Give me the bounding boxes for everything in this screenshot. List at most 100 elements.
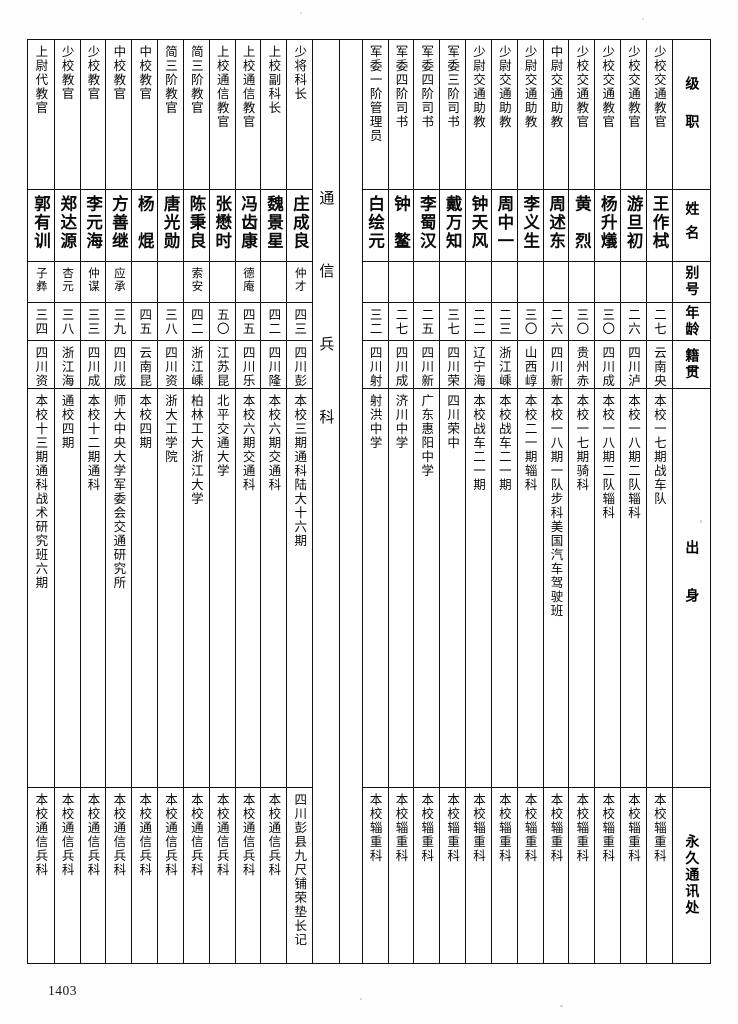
cell-name: 王作栻 — [646, 190, 672, 262]
table-column: 中校教官 方善继 应承 三九 四川成都 师大中央大学军委会交通研究所 本校通信兵… — [105, 40, 132, 963]
name-text: 魏景星 — [264, 194, 284, 251]
table-column: 少校交通教官 杨升燨 三〇 四川成都 本校一八期二队辎科 本校辎重科 — [594, 40, 621, 963]
cell-origin: 北平交通大学 — [209, 389, 235, 789]
rank-text: 简三阶教官 — [188, 45, 204, 115]
cell-origin: 师大中央大学军委会交通研究所 — [106, 389, 132, 789]
rank-text: 少尉交通助教 — [496, 45, 512, 129]
rank-text: 上校通信教官 — [240, 45, 256, 129]
cell-address: 本校辎重科 — [414, 788, 439, 963]
cell-age: 二七 — [646, 303, 672, 342]
cell-name: 陈秉良 — [183, 190, 209, 262]
age-text: 三八 — [59, 308, 75, 337]
cell-age: 三〇 — [595, 303, 621, 342]
origin-text: 本校一八期一队步科美国汽车驾驶班 — [548, 394, 564, 619]
row-header-origin-label: 出身 — [683, 540, 700, 637]
origin-text: 本校一八期二队辎科 — [600, 394, 616, 521]
address-text: 本校通信兵科 — [266, 793, 282, 878]
rank-text: 少校交通教官 — [600, 45, 616, 129]
native-place-text: 辽宁海城 — [470, 346, 486, 390]
cell-address: 本校通信兵科 — [28, 788, 54, 963]
origin-text: 通校四期 — [59, 394, 75, 451]
address-text: 本校辎重科 — [419, 793, 435, 864]
cell-origin: 本校十二期通科 — [80, 389, 106, 789]
cell-native-place: 四川成都 — [388, 341, 414, 390]
age-text: 二六 — [626, 308, 642, 337]
rank-text: 军委四阶司书 — [419, 45, 435, 129]
rank-text: 简三阶教官 — [163, 45, 179, 115]
origin-text: 本校六期交通科 — [266, 394, 282, 493]
cell-age: 三七 — [440, 303, 466, 342]
cell-native-place: 山西崞县 — [517, 341, 543, 390]
name-text: 郭有训 — [31, 194, 51, 251]
name-text: 唐光勋 — [161, 194, 181, 251]
name-text: 杨 焜 — [135, 194, 155, 251]
age-text: 二三 — [496, 308, 512, 337]
row-header-rank-label: 级职 — [683, 76, 700, 153]
cell-rank: 上校通信教官 — [235, 40, 261, 190]
row-header-name: 姓名 — [672, 190, 710, 262]
table-column: 少校交通教官 王作栻 二七 云南央平 本校一七期战车队 本校辎重科 — [645, 40, 672, 963]
cell-age: 三〇 — [569, 303, 595, 342]
cell-address: 本校通信兵科 — [236, 788, 261, 963]
cell-rank: 军委四阶司书 — [388, 40, 414, 190]
cell-rank: 简三阶教官 — [183, 40, 209, 190]
cell-address: 本校通信兵科 — [158, 788, 183, 963]
address-text: 本校辎重科 — [626, 793, 642, 864]
cell-alias: 子彝 — [28, 262, 54, 304]
cell-native-place: 四川荣昌 — [440, 341, 466, 390]
rank-text: 中尉交通助教 — [548, 45, 564, 129]
native-place-text: 四川射洪 — [367, 346, 383, 390]
native-place-text: 浙江嵊县 — [496, 346, 512, 390]
name-text: 方善继 — [109, 194, 129, 251]
cell-origin: 本校一八期一队步科美国汽车驾驶班 — [543, 389, 569, 789]
cell-age: 二五 — [414, 303, 440, 342]
address-text: 本校通信兵科 — [111, 793, 127, 878]
name-text: 钟天风 — [469, 194, 489, 251]
cell-alias: 应承 — [106, 262, 132, 304]
cell-origin: 本校六期交通科 — [235, 389, 261, 789]
native-place-text: 四川成都 — [393, 346, 409, 390]
origin-text: 本校一八期二队辎科 — [626, 394, 642, 521]
cell-age: 二七 — [388, 303, 414, 342]
cell-rank: 军委一阶管理员 — [362, 40, 388, 190]
name-text: 李元海 — [83, 194, 103, 251]
native-place-text: 浙江嵊县 — [188, 346, 204, 390]
cell-origin: 本校一七期战车队 — [646, 389, 672, 789]
age-text: 三〇 — [522, 308, 538, 337]
table-column: 军委三阶司书 戴万知 三七 四川荣昌 四川荣中 本校辎重科 — [439, 40, 466, 963]
cell-alias: 仲才 — [287, 262, 313, 304]
origin-text: 射洪中学 — [367, 394, 383, 451]
cell-address: 本校通信兵科 — [210, 788, 235, 963]
table-column: 军委四阶司书 钟 鳌 二七 四川成都 济川中学 本校辎重科 — [387, 40, 414, 963]
native-place-text: 四川荣昌 — [445, 346, 461, 390]
cell-rank: 中尉交通助教 — [543, 40, 569, 190]
cell-origin: 四川荣中 — [440, 389, 466, 789]
native-place-text: 云南央平 — [651, 346, 667, 390]
address-text: 本校辎重科 — [445, 793, 461, 864]
age-text: 三〇 — [574, 308, 590, 337]
cell-age: 二三 — [491, 303, 517, 342]
cell-native-place: 云南央平 — [646, 341, 672, 390]
cell-native-place: 四川资中 — [158, 341, 183, 390]
address-text: 本校通信兵科 — [163, 793, 179, 878]
cell-rank: 少校交通教官 — [621, 40, 646, 190]
cell-age: 五〇 — [209, 303, 235, 342]
cell-name: 周中一 — [491, 190, 517, 262]
origin-text: 本校战车二一期 — [496, 394, 512, 493]
cell-alias: 索安 — [183, 262, 209, 304]
rank-text: 军委一阶管理员 — [367, 45, 383, 143]
name-text: 冯齿康 — [238, 194, 258, 251]
name-text: 王作栻 — [649, 194, 669, 251]
cell-native-place: 四川彭县 — [287, 341, 313, 390]
cell-alias — [414, 262, 440, 304]
table-column: 中尉交通助教 周述东 二六 四川新繁 本校一八期一队步科美国汽车驾驶班 本校辎重… — [542, 40, 569, 963]
address-text: 本校辎重科 — [393, 793, 409, 864]
cell-origin: 浙大工学院 — [158, 389, 183, 789]
age-text: 三二 — [367, 308, 383, 337]
address-text: 本校辎重科 — [522, 793, 538, 864]
cell-alias: 杏元 — [54, 262, 80, 304]
cell-address: 本校通信兵科 — [81, 788, 106, 963]
cell-origin: 射洪中学 — [362, 389, 388, 789]
cell-origin: 本校十三期通科战术研究班六期 — [28, 389, 54, 789]
cell-age: 四五 — [235, 303, 261, 342]
